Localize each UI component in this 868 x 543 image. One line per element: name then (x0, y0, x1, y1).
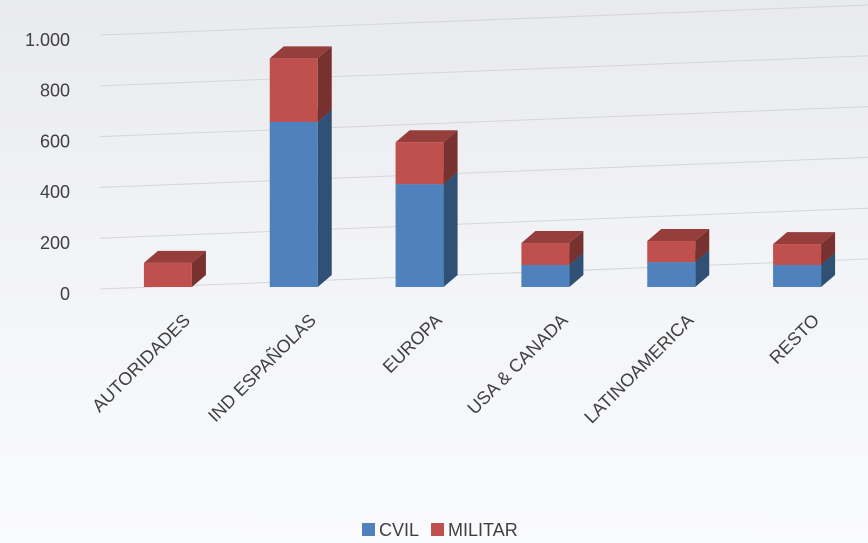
bar-top (269, 46, 332, 59)
bar-segment (143, 250, 206, 287)
y-tick-label: 600 (40, 131, 70, 151)
bar-top (647, 229, 710, 242)
y-tick-label: 400 (40, 182, 70, 202)
grid-line (99, 156, 868, 188)
bar-top (773, 232, 836, 245)
grid-line (99, 207, 868, 239)
bar (647, 262, 696, 287)
bar-top (143, 250, 206, 263)
bar-segment (395, 130, 458, 185)
bar-top (521, 231, 584, 244)
y-tick-label: 800 (40, 81, 70, 101)
bar-side (695, 229, 710, 263)
bar-side (443, 172, 458, 287)
bar (269, 58, 318, 122)
legend-label: MILITAR (448, 520, 518, 540)
legend-swatch (431, 523, 445, 536)
bar-segment (395, 172, 458, 287)
bar (521, 264, 570, 287)
bar-side (821, 232, 836, 265)
bar (521, 243, 570, 265)
y-tick-label: 1.000 (25, 30, 70, 50)
legend-label: CVIL (379, 520, 419, 540)
bar-segment (269, 46, 332, 122)
bar-top (395, 130, 458, 143)
bar-segment (521, 231, 584, 265)
bar-segment (269, 109, 332, 288)
bar-segment (773, 232, 836, 265)
bar-side (569, 231, 584, 265)
bar-side (821, 252, 836, 287)
grid-line (99, 106, 868, 138)
bar-side (569, 252, 584, 287)
bar (143, 262, 192, 287)
bar-side (317, 46, 332, 122)
bar-side (695, 250, 710, 287)
y-tick-label: 0 (60, 284, 70, 304)
bar-segment (647, 229, 710, 263)
bar-side (191, 250, 206, 287)
grid-line (99, 258, 868, 290)
bar (773, 264, 822, 287)
grid-line (99, 4, 868, 36)
bar (269, 121, 318, 288)
bar (395, 184, 444, 287)
bar (395, 142, 444, 185)
grid-line (99, 55, 868, 87)
bar (647, 241, 696, 263)
y-tick-label: 200 (40, 233, 70, 253)
legend-swatch (362, 523, 375, 536)
bar-side (317, 109, 332, 288)
bar (773, 244, 822, 265)
bar-side (443, 130, 458, 185)
